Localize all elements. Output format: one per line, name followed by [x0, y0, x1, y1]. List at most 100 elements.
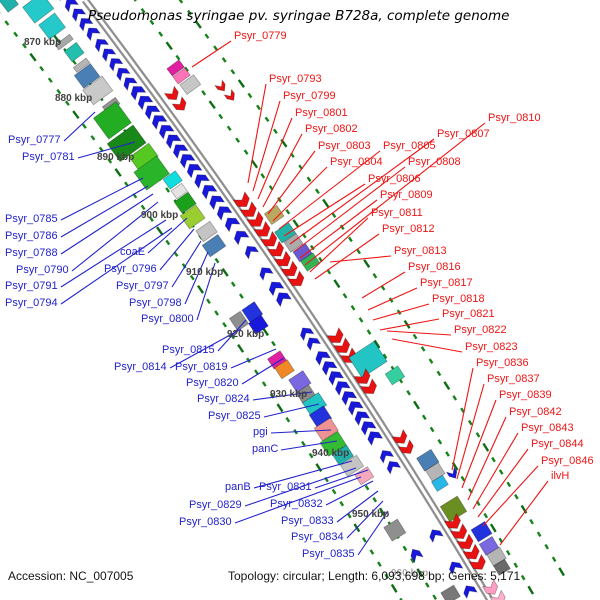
gene-label[interactable]: Psyr_0818: [432, 293, 485, 305]
gene-arrow-reverse[interactable]: [121, 74, 138, 92]
gene-label[interactable]: Psyr_0800: [141, 313, 194, 325]
gene-arrow-reverse[interactable]: [377, 447, 395, 464]
gene-label[interactable]: Psyr_0824: [197, 393, 250, 405]
gene-label[interactable]: Psyr_0822: [454, 324, 507, 336]
gene-box[interactable]: [440, 584, 461, 600]
gene-label[interactable]: Psyr_0835: [302, 548, 355, 560]
gene-arrow-reverse[interactable]: [313, 348, 332, 366]
gene-arrow-reverse[interactable]: [346, 398, 364, 416]
gene-label[interactable]: Psyr_0796: [104, 263, 157, 275]
gene-arrow-forward[interactable]: [332, 337, 353, 357]
gene-box[interactable]: [133, 155, 171, 191]
gene-box[interactable]: [263, 204, 285, 226]
gene-label[interactable]: Psyr_0786: [5, 230, 58, 242]
gene-arrow-reverse[interactable]: [156, 121, 175, 140]
gene-arrow-forward[interactable]: [259, 230, 280, 250]
gene-box[interactable]: [54, 33, 74, 51]
gene-box[interactable]: [274, 359, 295, 380]
gene-label[interactable]: Psyr_0790: [16, 264, 69, 276]
gene-arrow-reverse[interactable]: [408, 547, 424, 564]
gene-box[interactable]: [354, 466, 375, 486]
gene-label[interactable]: Psyr_0843: [521, 422, 574, 434]
gene-box[interactable]: [179, 74, 202, 96]
gene-label[interactable]: Psyr_0816: [408, 261, 461, 273]
gene-arrow-forward[interactable]: [456, 533, 476, 552]
gene-label[interactable]: Psyr_0837: [487, 373, 540, 385]
gene-label[interactable]: Psyr_0798: [129, 297, 182, 309]
gene-arrow-forward[interactable]: [449, 523, 470, 542]
gene-arrow-forward[interactable]: [253, 220, 273, 241]
gene-label[interactable]: Psyr_0812: [382, 223, 435, 235]
gene-box[interactable]: [478, 535, 500, 556]
gene-box[interactable]: [266, 350, 288, 370]
gene-arrow-reverse[interactable]: [199, 182, 218, 200]
gene-arrow-forward[interactable]: [246, 210, 266, 231]
gene-label[interactable]: Psyr_0839: [499, 389, 552, 401]
gene-arrow-reverse[interactable]: [149, 112, 168, 130]
gene-arrow-reverse[interactable]: [142, 102, 161, 121]
gene-box[interactable]: [331, 444, 355, 466]
gene-label[interactable]: Psyr_0801: [295, 107, 348, 119]
gene-label[interactable]: Psyr_0836: [476, 357, 529, 369]
gene-arrow-reverse[interactable]: [266, 278, 285, 297]
gene-arrow-forward[interactable]: [287, 270, 307, 290]
gene-box[interactable]: [172, 67, 191, 85]
gene-arrow-forward[interactable]: [223, 88, 237, 103]
gene-label[interactable]: Psyr_0799: [283, 90, 336, 102]
gene-box[interactable]: [0, 0, 19, 13]
gene-arrow-forward[interactable]: [391, 428, 409, 447]
gene-box[interactable]: [492, 558, 511, 576]
gene-arrow-forward[interactable]: [163, 85, 182, 103]
gene-box[interactable]: [416, 448, 440, 472]
gene-box[interactable]: [486, 546, 507, 567]
gene-box[interactable]: [63, 41, 85, 63]
gene-arrow-forward[interactable]: [397, 438, 416, 457]
gene-arrow-reverse[interactable]: [352, 408, 371, 427]
gene-label[interactable]: Psyr_0785: [5, 213, 58, 225]
gene-arrow-forward[interactable]: [171, 95, 189, 114]
gene-arrow-forward[interactable]: [232, 191, 252, 211]
gene-label[interactable]: Psyr_0813: [394, 245, 447, 257]
gene-box[interactable]: [170, 182, 189, 200]
gene-arrow-reverse[interactable]: [128, 83, 147, 101]
gene-label[interactable]: Psyr_0803: [318, 140, 371, 152]
gene-box[interactable]: [383, 518, 407, 542]
gene-arrow-reverse[interactable]: [222, 214, 241, 233]
gene-arrow-reverse[interactable]: [135, 92, 154, 111]
gene-label[interactable]: panB: [225, 481, 251, 493]
gene-arrow-reverse[interactable]: [274, 289, 292, 308]
gene-arrow-reverse[interactable]: [333, 378, 351, 396]
gene-label[interactable]: Psyr_0817: [420, 277, 473, 289]
gene-arrow-reverse[interactable]: [214, 203, 233, 222]
gene-label[interactable]: coaE: [120, 246, 146, 258]
gene-arrow-forward[interactable]: [273, 250, 293, 270]
gene-arrow-reverse[interactable]: [326, 368, 345, 386]
gene-label[interactable]: ilvH: [551, 470, 570, 482]
gene-label[interactable]: Psyr_0831: [259, 481, 312, 493]
gene-arrow-reverse[interactable]: [100, 45, 117, 63]
gene-label[interactable]: Psyr_0805: [383, 140, 436, 152]
gene-label[interactable]: Psyr_0809: [380, 189, 433, 201]
gene-arrow-reverse[interactable]: [231, 227, 250, 246]
gene-arrow-reverse[interactable]: [384, 458, 402, 475]
gene-label[interactable]: Psyr_0777: [8, 134, 61, 146]
gene-box[interactable]: [179, 204, 206, 230]
gene-arrow-reverse[interactable]: [77, 15, 94, 32]
gene-box[interactable]: [38, 12, 67, 40]
gene-arrow-forward[interactable]: [481, 578, 500, 598]
gene-box[interactable]: [162, 170, 183, 190]
gene-arrow-reverse[interactable]: [114, 65, 131, 82]
gene-arrow-reverse[interactable]: [177, 151, 196, 169]
gene-box[interactable]: [247, 314, 269, 335]
gene-arrow-reverse[interactable]: [207, 192, 226, 211]
gene-arrow-forward[interactable]: [468, 553, 488, 573]
gene-arrow-reverse[interactable]: [107, 55, 124, 72]
gene-arrow-reverse[interactable]: [365, 428, 384, 447]
gene-box[interactable]: [319, 430, 347, 457]
gene-label[interactable]: Psyr_0825: [208, 410, 261, 422]
gene-label[interactable]: Psyr_0779: [234, 30, 287, 42]
gene-box[interactable]: [73, 63, 101, 89]
gene-arrow-forward[interactable]: [489, 589, 508, 600]
gene-label[interactable]: Psyr_0833: [281, 515, 334, 527]
gene-arrow-reverse[interactable]: [304, 334, 322, 352]
